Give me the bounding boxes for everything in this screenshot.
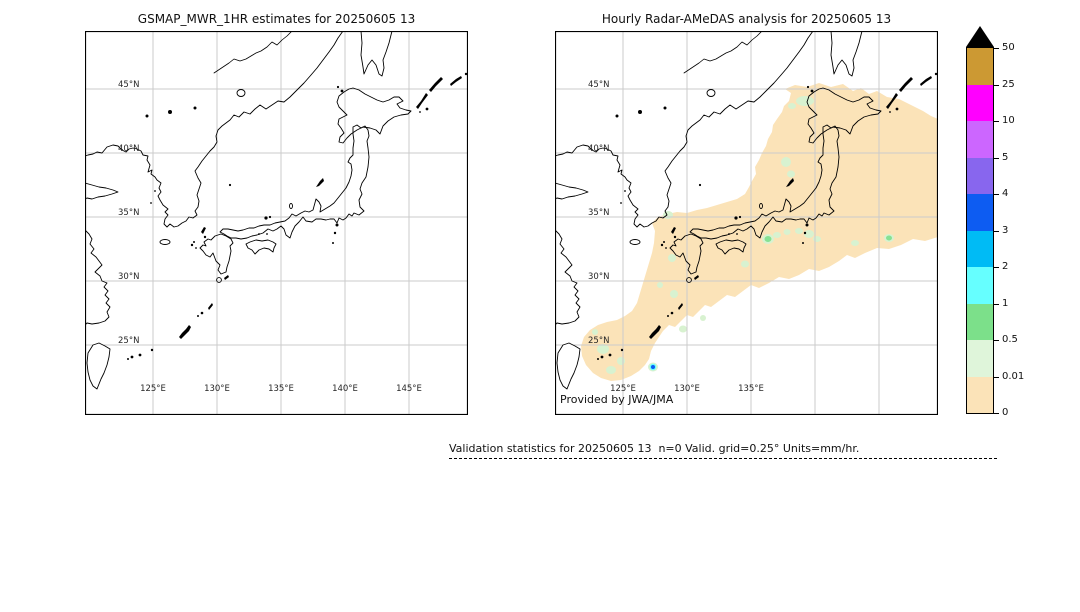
colorbar-tick (994, 413, 999, 414)
lat-tick-label: 45°N (588, 80, 610, 90)
gsmap-map (85, 31, 468, 415)
radar-map (555, 31, 938, 415)
colorbar-segment (967, 194, 993, 231)
colorbar (966, 47, 994, 414)
lon-tick-label: 135°E (268, 384, 294, 394)
map-panel-gsmap: 45°N 40°N 35°N 30°N 25°N 125°E 130°E 135°E 140°E… (85, 31, 468, 415)
colorbar-tick (994, 84, 999, 86)
colorbar-tick (994, 267, 999, 268)
precipitation-overlay (581, 83, 938, 381)
lat-tick-label: 35°N (118, 208, 140, 218)
lon-tick-label: 130°E (674, 384, 700, 394)
colorbar-tick (994, 121, 999, 122)
colorbar-tick-label: 0.01 (1002, 370, 1025, 382)
lon-tick-label: 135°E (738, 384, 764, 394)
colorbar-segment (967, 121, 993, 158)
panel-title-radar: Hourly Radar-AMeDAS analysis for 2025060… (601, 12, 892, 26)
lat-tick-label: 30°N (118, 272, 140, 282)
lat-tick-label: 25°N (118, 336, 140, 346)
colorbar-segment (967, 340, 993, 377)
colorbar-tick-label: 2 (1002, 261, 1009, 272)
provided-by-label: Provided by JWA/JMA (560, 393, 674, 406)
caption-dashed-rule (449, 458, 997, 459)
colorbar-tick (994, 303, 999, 305)
colorbar-tick-label: 5 (1002, 151, 1009, 163)
lon-tick-label: 125°E (610, 384, 636, 394)
colorbar-tick-label: 3 (1002, 224, 1009, 236)
validation-caption: Validation statistics for 20250605 13 n=… (449, 442, 860, 455)
lat-tick-label: 25°N (588, 336, 610, 346)
lon-tick-label: 130°E (204, 384, 230, 394)
lat-tick-label: 40°N (588, 144, 610, 154)
colorbar-tick-label: 10 (1002, 115, 1015, 126)
colorbar-tick-label: 1 (1002, 297, 1009, 309)
lat-tick-label: 30°N (588, 272, 610, 282)
lon-tick-label: 125°E (140, 384, 166, 394)
lat-tick-label: 45°N (118, 80, 140, 90)
colorbar-segment (967, 303, 993, 340)
colorbar-segment (967, 267, 993, 304)
colorbar-tick-label: 25 (1002, 78, 1015, 90)
colorbar-tick-label: 50 (1002, 42, 1015, 53)
colorbar-segment (967, 84, 993, 121)
colorbar-segment (967, 230, 993, 267)
colorbar-tick-label: 4 (1002, 188, 1009, 199)
colorbar-tick-label: 0 (1002, 407, 1009, 418)
colorbar-segment (967, 48, 993, 85)
colorbar-tick (994, 340, 999, 341)
map-panel-radar: Provided by JWA/JMA 45°N 40°N 35°N 30°N 25°N… (555, 31, 938, 415)
precip-max-dot (651, 365, 655, 369)
colorbar-tick (994, 230, 999, 232)
colorbar-segment (967, 157, 993, 194)
colorbar-tick (994, 376, 999, 378)
colorbar-segment (967, 376, 993, 413)
lat-tick-label: 40°N (118, 144, 140, 154)
colorbar-overflow-triangle (966, 26, 994, 47)
lat-tick-label: 35°N (588, 208, 610, 218)
colorbar-tick-label: 0.5 (1002, 334, 1018, 345)
colorbar-tick (994, 194, 999, 195)
panel-title-gsmap: GSMAP_MWR_1HR estimates for 20250605 13 (137, 12, 416, 26)
lon-tick-label: 140°E (332, 384, 358, 394)
colorbar-tick (994, 157, 999, 159)
lon-tick-label: 145°E (396, 384, 422, 394)
colorbar-tick (994, 48, 999, 49)
